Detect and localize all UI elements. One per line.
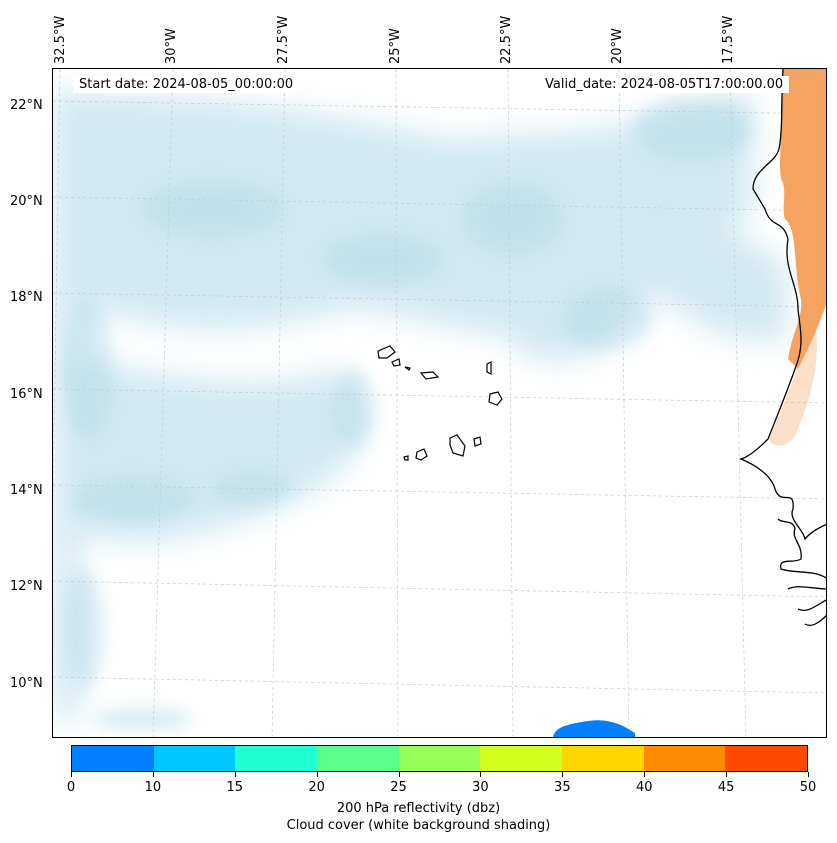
lat-tick-14n: 14°N [10, 483, 43, 498]
colorbar-label: 200 hPa reflectivity (dbz) [336, 801, 501, 816]
map-canvas [53, 69, 826, 737]
lon-tick-22.5w: 22.5°W [499, 15, 514, 64]
lat-tick-22n: 22°N [10, 98, 43, 113]
lon-tick-17.5w: 17.5°W [721, 15, 736, 64]
colorbar-segment [480, 746, 563, 771]
lon-tick-30w: 30°W [164, 28, 179, 64]
graticule [53, 69, 826, 737]
lon-tick-20w: 20°W [610, 28, 625, 64]
colorbar-tick-label: 30 [472, 780, 489, 795]
colorbar-tick [644, 772, 646, 777]
cape-verde-islands [377, 345, 503, 461]
colorbar-segment [317, 746, 399, 771]
lat-tick-16n: 16°N [10, 387, 43, 402]
colorbar-tick [316, 772, 318, 777]
land-reflectivity-area [769, 69, 826, 446]
colorbar-tick-label: 40 [635, 780, 653, 795]
lat-tick-10n: 10°N [10, 676, 43, 691]
reflectivity-cell [553, 720, 635, 737]
colorbar-sublabel: Cloud cover (white background shading) [286, 818, 551, 833]
map-panel[interactable] [52, 68, 827, 738]
colorbar-segment [153, 746, 236, 771]
colorbar-tick-label: 25 [390, 780, 407, 795]
colorbar-segment [398, 746, 481, 771]
colorbar-tick-label: 50 [799, 780, 817, 795]
colorbar-tick [398, 772, 400, 777]
colorbar-tick-label: 15 [226, 780, 244, 795]
colorbar-tick-label: 0 [66, 780, 76, 795]
lat-tick-18n: 18°N [10, 290, 43, 305]
lat-tick-20n: 20°N [10, 194, 43, 209]
colorbar-tick-label: 45 [717, 780, 735, 795]
lat-tick-12n: 12°N [10, 579, 43, 594]
colorbar-tick [726, 772, 728, 777]
colorbar-segment [72, 746, 154, 771]
colorbar-segment [725, 746, 808, 771]
colorbar-tick [152, 772, 154, 777]
colorbar-segment [562, 746, 644, 771]
colorbar-tick-label: 10 [144, 780, 162, 795]
valid-date-label: Valid_date: 2024-08-05T17:00:00.00 [539, 76, 790, 93]
colorbar-segment [643, 746, 726, 771]
colorbar-tick-label: 35 [554, 780, 571, 795]
colorbar-tick-label: 20 [308, 780, 325, 795]
colorbar-segment [235, 746, 318, 771]
colorbar-tick [234, 772, 236, 777]
colorbar-tick [480, 772, 482, 777]
lon-tick-27.5w: 27.5°W [276, 15, 291, 64]
colorbar-tick [808, 772, 809, 777]
colorbar-tick [71, 772, 72, 777]
lon-tick-25w: 25°W [388, 28, 403, 64]
start-date-label: Start date: 2024-08-05_00:00:00 [73, 76, 300, 93]
colorbar-tick [562, 772, 564, 777]
cloud-cover-shading [53, 89, 788, 731]
lon-tick-32.5w: 32.5°W [53, 15, 68, 64]
coastline [739, 69, 826, 626]
colorbar [71, 745, 808, 772]
